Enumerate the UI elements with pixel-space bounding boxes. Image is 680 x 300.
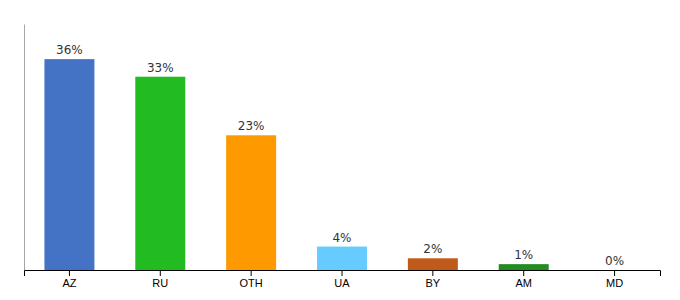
x-tick: UA bbox=[334, 270, 350, 289]
x-tick-label: AZ bbox=[62, 277, 76, 289]
x-tick: AM bbox=[515, 270, 532, 289]
x-tick-mark bbox=[251, 270, 252, 276]
x-tick-label: OTH bbox=[240, 277, 263, 289]
bar bbox=[590, 270, 640, 271]
data-label: 2% bbox=[423, 242, 442, 256]
data-label: 1% bbox=[514, 248, 533, 262]
bars bbox=[44, 59, 548, 270]
data-labels: 36% 33% 23% 4% 2% 1% 0% bbox=[56, 43, 624, 268]
data-label: 4% bbox=[332, 231, 351, 245]
bar bbox=[44, 59, 94, 270]
x-axis-line bbox=[25, 271, 661, 277]
x-tick-mark bbox=[69, 270, 70, 276]
data-label: 33% bbox=[147, 61, 174, 75]
x-tick-mark bbox=[342, 270, 343, 276]
chart-svg: AZ RU OTH UA BY AM MD 36% 33% 23% 4% 2% 1% 0% bbox=[0, 0, 680, 300]
bar bbox=[135, 77, 185, 270]
x-tick-label: MD bbox=[606, 277, 623, 289]
x-tick-mark bbox=[523, 270, 524, 276]
x-tick-label: AM bbox=[515, 277, 532, 289]
x-tick: OTH bbox=[240, 270, 263, 289]
x-tick-label: UA bbox=[334, 277, 350, 289]
x-tick-mark bbox=[614, 270, 615, 276]
bar bbox=[317, 247, 367, 270]
x-tick: AZ bbox=[62, 270, 76, 289]
bar bbox=[499, 264, 549, 270]
x-tick: MD bbox=[606, 270, 623, 289]
bar bbox=[226, 135, 276, 270]
data-label: 23% bbox=[238, 119, 265, 133]
x-tick: RU bbox=[152, 270, 168, 289]
data-label: 36% bbox=[56, 43, 83, 57]
x-tick-mark bbox=[160, 270, 161, 276]
data-label: 0% bbox=[605, 254, 624, 268]
bar bbox=[408, 258, 458, 270]
x-axis: AZ RU OTH UA BY AM MD bbox=[25, 270, 661, 289]
y-axis-line bbox=[24, 25, 25, 271]
x-tick: BY bbox=[426, 270, 441, 289]
x-tick-label: RU bbox=[152, 277, 168, 289]
x-tick-label: BY bbox=[426, 277, 441, 289]
chart-container: AZ RU OTH UA BY AM MD 36% 33% 23% 4% 2% 1% 0% bbox=[0, 0, 680, 300]
plot: AZ RU OTH UA BY AM MD 36% 33% 23% 4% 2% 1% 0% bbox=[25, 25, 661, 289]
x-tick-mark bbox=[432, 270, 433, 276]
y-axis bbox=[24, 25, 25, 271]
